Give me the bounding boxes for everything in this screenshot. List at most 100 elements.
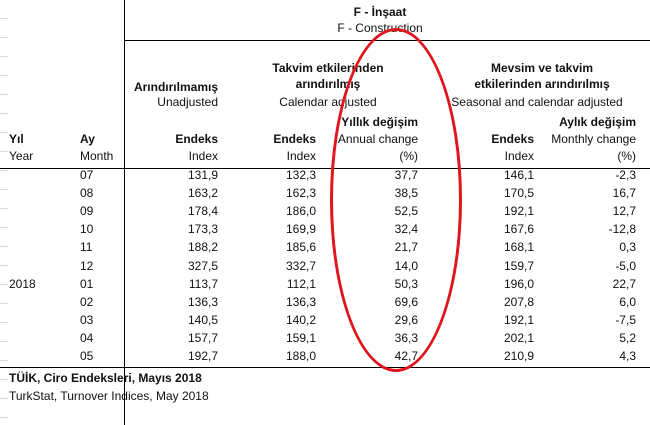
- seasonal-index-cell: 146,1: [503, 168, 534, 182]
- unadjusted-index-header-en: Index: [188, 149, 218, 163]
- annual-change-cell: 14,0: [394, 258, 418, 273]
- monthly-change-cell: 6,0: [619, 294, 636, 309]
- seasonal-index-cell: 210,9: [503, 349, 534, 363]
- monthly-change-cell: 5,2: [619, 330, 636, 345]
- seasonal-index-cell: 196,0: [503, 276, 534, 291]
- month-cell: 05: [80, 349, 94, 363]
- monthly-change-header-tr: Aylık değişim: [559, 115, 636, 129]
- annual-change-cell: 29,6: [394, 312, 418, 327]
- calendar-header-en: Calendar adjusted: [279, 95, 377, 109]
- column-divider: [124, 0, 125, 425]
- seasonal-index-cell: 168,1: [503, 240, 534, 255]
- calendar-index-cell: 140,2: [285, 312, 316, 327]
- seasonal-header-tr-2: etkilerinden arındırılmış: [474, 77, 610, 91]
- annual-change-cell: 37,7: [394, 168, 418, 182]
- annual-change-cell: 32,4: [394, 222, 418, 237]
- seasonal-header-tr-1: Mevsim ve takvim: [490, 61, 594, 75]
- calendar-header-tr-1: Takvim etkilerinden: [272, 61, 384, 75]
- monthly-change-header-en: Monthly change: [551, 132, 636, 146]
- unadjusted-index-cell: 188,2: [187, 240, 218, 255]
- unadjusted-index-cell: 173,3: [187, 222, 218, 237]
- seasonal-header-en: Seasonal and calendar adjusted: [451, 95, 623, 109]
- unadjusted-index-cell: 131,9: [187, 168, 218, 182]
- calendar-index-cell: 332,7: [285, 258, 316, 273]
- month-header-tr: Ay: [80, 132, 95, 146]
- unadjusted-index-cell: 136,3: [187, 294, 218, 309]
- seasonal-index-header-tr: Endeks: [491, 132, 534, 146]
- seasonal-index-cell: 167,6: [503, 222, 534, 237]
- unadjusted-index-cell: 113,7: [188, 276, 218, 291]
- calendar-index-header-tr: Endeks: [273, 132, 316, 146]
- unadjusted-index-cell: 157,7: [187, 330, 218, 345]
- monthly-change-cell: -5,0: [615, 258, 636, 273]
- month-cell: 08: [80, 186, 94, 201]
- annual-change-cell: 69,6: [394, 294, 418, 309]
- seasonal-index-cell: 192,1: [503, 312, 534, 327]
- calendar-index-cell: 112,1: [286, 276, 316, 291]
- seasonal-index-cell: 207,8: [503, 294, 534, 309]
- month-cell: 12: [80, 258, 94, 273]
- section-title-tr: F - İnşaat: [353, 5, 407, 19]
- calendar-index-cell: 132,3: [285, 168, 316, 182]
- section-title-en: F - Construction: [337, 21, 423, 35]
- annual-change-cell: 36,3: [394, 330, 418, 345]
- calendar-index-cell: 188,0: [285, 349, 316, 363]
- annual-change-cell: 21,7: [394, 240, 418, 255]
- unadjusted-index-cell: 327,5: [187, 258, 218, 273]
- seasonal-index-cell: 192,1: [503, 204, 534, 219]
- month-cell: 07: [80, 168, 94, 182]
- monthly-change-cell: 22,7: [612, 276, 636, 291]
- monthly-change-cell: 12,7: [612, 204, 636, 219]
- spreadsheet-gridlines: [0, 0, 8, 425]
- header-rule: [124, 40, 650, 41]
- month-cell: 04: [80, 330, 94, 345]
- table-bottom-rule: [0, 367, 650, 368]
- seasonal-index-header-en: Index: [504, 149, 534, 163]
- seasonal-index-cell: 202,1: [503, 330, 534, 345]
- month-cell: 01: [80, 276, 94, 291]
- unadjusted-index-header-tr: Endeks: [175, 132, 218, 146]
- calendar-index-cell: 162,3: [285, 186, 316, 201]
- seasonal-index-cell: 159,7: [503, 258, 534, 273]
- unadjusted-header-en: Unadjusted: [157, 95, 218, 109]
- annual-change-header-tr: Yıllık değişim: [341, 115, 418, 129]
- annual-change-cell: 38,5: [394, 186, 418, 201]
- annual-change-cell: 52,5: [394, 204, 418, 219]
- annual-change-cell: 50,3: [394, 276, 418, 291]
- month-cell: 03: [80, 312, 94, 327]
- monthly-change-cell: -2,3: [615, 168, 636, 182]
- month-cell: 09: [80, 204, 94, 219]
- calendar-index-header-en: Index: [286, 149, 316, 163]
- calendar-index-cell: 186,0: [285, 204, 316, 219]
- annual-change-cell: 42,7: [394, 349, 418, 363]
- year-header-tr: Yıl: [9, 132, 24, 146]
- monthly-change-cell: -12,8: [608, 222, 636, 237]
- unadjusted-header-tr: Arındırılmamış: [133, 80, 218, 94]
- source-note-en: TurkStat, Turnover Indices, May 2018: [9, 389, 209, 403]
- unadjusted-index-cell: 163,2: [187, 186, 218, 201]
- seasonal-index-cell: 170,5: [503, 186, 534, 201]
- unadjusted-index-cell: 140,5: [187, 312, 218, 327]
- month-cell: 11: [80, 240, 93, 255]
- year-cell: 2018: [9, 276, 36, 291]
- monthly-change-cell: 16,7: [612, 186, 636, 201]
- year-header-en: Year: [9, 149, 34, 163]
- monthly-change-cell: -7,5: [615, 312, 636, 327]
- monthly-change-cell: 4,3: [619, 349, 636, 363]
- calendar-index-cell: 169,9: [285, 222, 316, 237]
- annual-change-unit: (%): [399, 149, 418, 163]
- table-header-rule: [0, 168, 650, 169]
- calendar-header-tr-2: arındırılmış: [295, 77, 361, 91]
- month-header-en: Month: [80, 149, 114, 163]
- calendar-index-cell: 136,3: [285, 294, 316, 309]
- unadjusted-index-cell: 192,7: [187, 349, 218, 363]
- unadjusted-index-cell: 178,4: [187, 204, 218, 219]
- annual-change-header-en: Annual change: [337, 132, 418, 146]
- month-cell: 02: [80, 294, 94, 309]
- month-cell: 10: [80, 222, 94, 237]
- calendar-index-cell: 159,1: [285, 330, 316, 345]
- monthly-change-cell: 0,3: [619, 240, 636, 255]
- monthly-change-unit: (%): [617, 149, 636, 163]
- calendar-index-cell: 185,6: [285, 240, 316, 255]
- source-note-tr: TÜİK, Ciro Endeksleri, Mayıs 2018: [9, 371, 202, 385]
